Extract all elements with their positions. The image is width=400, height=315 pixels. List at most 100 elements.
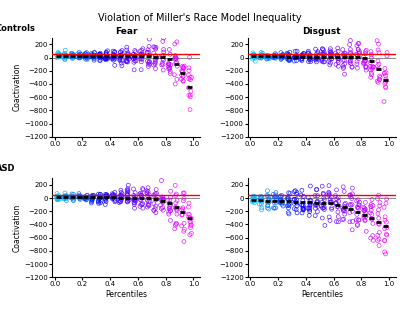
Point bbox=[374, 78, 380, 83]
Point bbox=[98, 54, 104, 60]
Point bbox=[137, 49, 143, 54]
Point bbox=[185, 72, 192, 77]
Point bbox=[132, 56, 138, 61]
Point bbox=[124, 54, 130, 60]
Point bbox=[341, 58, 348, 63]
Point bbox=[124, 199, 130, 204]
Point bbox=[346, 210, 353, 215]
Point bbox=[333, 219, 340, 224]
Point bbox=[166, 206, 172, 211]
Point bbox=[70, 195, 76, 200]
Point bbox=[125, 50, 131, 55]
Point bbox=[250, 54, 256, 59]
Point bbox=[54, 195, 60, 200]
Point bbox=[313, 56, 319, 61]
Point bbox=[333, 62, 339, 67]
Point bbox=[90, 196, 96, 201]
Point bbox=[153, 197, 160, 202]
Point bbox=[167, 208, 174, 213]
Point bbox=[374, 38, 380, 43]
Point bbox=[181, 221, 187, 226]
Point bbox=[70, 195, 76, 200]
Point bbox=[76, 194, 82, 199]
Point bbox=[362, 51, 369, 56]
Point bbox=[146, 49, 152, 54]
Point bbox=[271, 194, 278, 199]
Point bbox=[307, 57, 314, 62]
Point bbox=[97, 52, 103, 57]
Point bbox=[272, 194, 278, 199]
X-axis label: Percentiles: Percentiles bbox=[301, 290, 343, 299]
Point bbox=[55, 53, 61, 58]
Point bbox=[55, 194, 61, 199]
Point bbox=[116, 53, 123, 58]
Point bbox=[172, 60, 179, 66]
Point bbox=[180, 74, 186, 79]
Point bbox=[117, 56, 123, 61]
Point bbox=[374, 196, 381, 201]
Point bbox=[104, 195, 110, 200]
Point bbox=[335, 60, 342, 65]
Point bbox=[355, 56, 362, 61]
Point bbox=[258, 52, 265, 57]
Point bbox=[326, 215, 332, 220]
Point bbox=[167, 52, 173, 57]
Point bbox=[332, 50, 339, 55]
Point bbox=[356, 203, 362, 208]
Point bbox=[362, 64, 369, 69]
Point bbox=[187, 225, 194, 230]
Point bbox=[284, 51, 291, 56]
Point bbox=[258, 202, 264, 207]
Point bbox=[55, 193, 62, 198]
Point bbox=[153, 197, 160, 202]
Point bbox=[102, 198, 109, 203]
Point bbox=[266, 197, 272, 202]
Point bbox=[91, 55, 97, 60]
Point bbox=[138, 52, 145, 57]
Point bbox=[158, 195, 164, 200]
Point bbox=[76, 53, 82, 58]
Point bbox=[118, 193, 125, 198]
Point bbox=[362, 200, 368, 205]
Point bbox=[124, 191, 130, 196]
Point bbox=[308, 198, 314, 203]
Point bbox=[76, 195, 82, 200]
Point bbox=[266, 207, 272, 212]
Point bbox=[307, 56, 313, 61]
Point bbox=[154, 191, 160, 196]
Point bbox=[271, 55, 277, 60]
Point bbox=[354, 222, 361, 227]
Point bbox=[347, 59, 353, 64]
Point bbox=[70, 53, 77, 58]
Point bbox=[313, 55, 319, 60]
Point bbox=[83, 197, 90, 202]
Point bbox=[271, 53, 277, 58]
Point bbox=[278, 55, 285, 60]
Point bbox=[82, 54, 88, 60]
Point bbox=[376, 222, 382, 227]
Point bbox=[55, 50, 61, 55]
Point bbox=[291, 55, 298, 60]
Point bbox=[374, 63, 381, 68]
Point bbox=[84, 193, 90, 198]
Point bbox=[174, 39, 180, 44]
Point bbox=[340, 47, 346, 52]
Point bbox=[167, 198, 173, 203]
Point bbox=[294, 55, 300, 60]
Point bbox=[110, 56, 117, 61]
Point bbox=[294, 49, 300, 54]
Point bbox=[314, 199, 321, 204]
Point bbox=[145, 47, 151, 52]
Point bbox=[111, 54, 118, 59]
Point bbox=[314, 51, 320, 56]
Point bbox=[145, 64, 152, 69]
Point bbox=[158, 206, 164, 211]
Point bbox=[82, 54, 88, 60]
Point bbox=[300, 54, 306, 59]
Point bbox=[349, 219, 356, 224]
Point bbox=[328, 199, 334, 204]
Point bbox=[326, 193, 332, 198]
Point bbox=[67, 195, 74, 200]
Point bbox=[56, 196, 62, 201]
Point bbox=[54, 197, 61, 202]
